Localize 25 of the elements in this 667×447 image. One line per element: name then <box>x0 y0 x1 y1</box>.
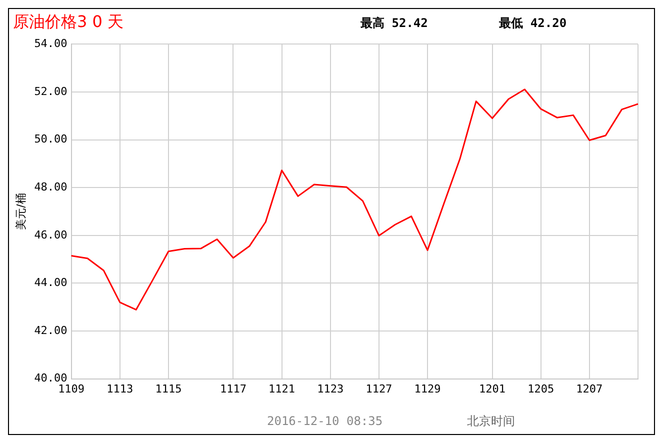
y-tick-label: 46.00 <box>34 228 68 242</box>
text: 最低 42.20 <box>498 16 567 30</box>
x-tick-label: 1115 <box>155 382 182 396</box>
x-tick-label: 1123 <box>317 382 344 396</box>
y-tick-label: 50.00 <box>34 132 68 146</box>
y-tick-label: 54.00 <box>34 37 68 50</box>
y-tick-label: 44.00 <box>34 276 68 290</box>
x-tick-label: 1109 <box>58 382 85 396</box>
x-tick-label: 1121 <box>268 382 296 396</box>
x-tick-label: 1207 <box>576 382 603 396</box>
text: 最高 52.42 <box>360 16 428 30</box>
x-tick-label: 1127 <box>366 382 392 396</box>
x-tick-label: 1117 <box>220 382 246 396</box>
y-tick-label: 52.00 <box>34 84 68 98</box>
y-axis-title: 美元/桶 <box>14 193 28 230</box>
x-tick-label: 1113 <box>106 382 134 396</box>
y-tick-label: 42.00 <box>34 324 68 337</box>
x-tick-label: 1201 <box>479 382 506 396</box>
text: 2016-12-10 08:35 <box>267 414 383 428</box>
y-tick-label: 48.00 <box>34 180 68 194</box>
chart-title: 原油价格3 0 天 <box>13 12 124 31</box>
y-tick-label: 40.00 <box>34 372 68 385</box>
x-tick-label: 1129 <box>414 382 441 396</box>
x-tick-label: 1205 <box>528 382 554 396</box>
text: 北京时间 <box>466 414 515 428</box>
